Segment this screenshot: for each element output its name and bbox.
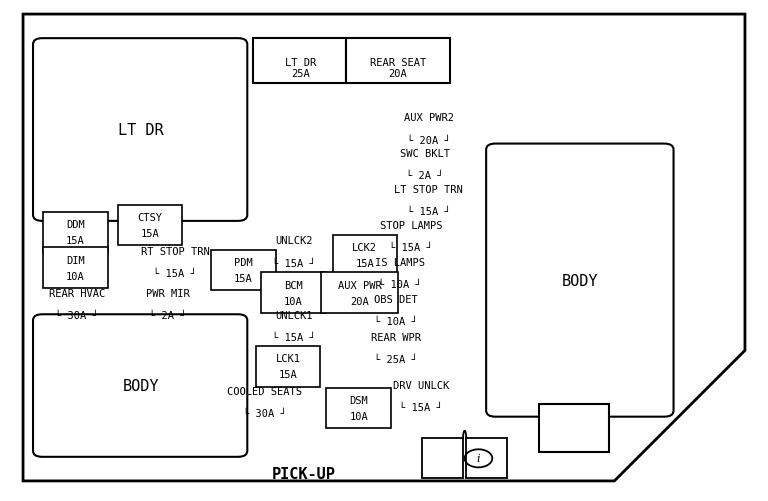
Text: LT STOP TRN: LT STOP TRN (394, 184, 463, 194)
Text: PDM: PDM (234, 258, 253, 268)
Text: └ 15A ┘: └ 15A ┘ (407, 206, 450, 216)
Text: PICK-UP: PICK-UP (271, 466, 336, 481)
Text: i: i (477, 453, 480, 463)
Text: └ 15A ┘: └ 15A ┘ (273, 333, 316, 343)
Text: LCK2: LCK2 (353, 242, 377, 253)
Text: └ 25A ┘: └ 25A ┘ (374, 354, 417, 364)
FancyBboxPatch shape (539, 404, 609, 452)
Text: 15A: 15A (279, 370, 297, 380)
Text: BCM: BCM (284, 280, 303, 290)
Text: └ 15A ┘: └ 15A ┘ (273, 258, 316, 268)
Text: IS LAMPS: IS LAMPS (375, 257, 425, 267)
Text: REAR SEAT: REAR SEAT (369, 58, 426, 68)
Text: └ 2A ┘: └ 2A ┘ (406, 170, 443, 180)
Text: └ 15A ┘: └ 15A ┘ (389, 243, 432, 253)
Text: DRV UNLCK: DRV UNLCK (392, 380, 449, 390)
Text: SWC BKLT: SWC BKLT (399, 148, 450, 158)
FancyBboxPatch shape (261, 273, 326, 314)
FancyBboxPatch shape (253, 39, 346, 84)
Text: 20A: 20A (389, 69, 407, 79)
Text: OBS DET: OBS DET (374, 295, 417, 305)
FancyBboxPatch shape (333, 235, 397, 276)
Text: COOLED SEATS: COOLED SEATS (227, 386, 303, 396)
Text: 15A: 15A (141, 228, 159, 238)
Text: └ 10A ┘: └ 10A ┘ (374, 317, 417, 327)
Text: └ 30A ┘: └ 30A ┘ (55, 310, 98, 320)
Text: CTSY: CTSY (137, 212, 162, 222)
Text: └ 10A ┘: └ 10A ┘ (379, 279, 422, 289)
Text: AUX PWR: AUX PWR (338, 280, 381, 290)
Text: └ 2A ┘: └ 2A ┘ (150, 310, 187, 320)
Text: DDM: DDM (66, 220, 84, 230)
Text: REAR HVAC: REAR HVAC (48, 288, 105, 298)
Text: AUX PWR2: AUX PWR2 (403, 113, 454, 123)
FancyBboxPatch shape (43, 212, 108, 253)
Text: └ 15A ┘: └ 15A ┘ (399, 402, 442, 412)
Text: 15A: 15A (66, 236, 84, 246)
Text: └ 15A ┘: └ 15A ┘ (154, 269, 197, 279)
FancyBboxPatch shape (346, 39, 450, 84)
Text: LCK1: LCK1 (276, 354, 300, 364)
Text: └ 30A ┘: └ 30A ┘ (243, 408, 286, 418)
Text: BODY: BODY (561, 273, 598, 288)
Text: RT STOP TRN: RT STOP TRN (141, 246, 210, 257)
FancyBboxPatch shape (486, 144, 674, 417)
Text: 15A: 15A (234, 274, 253, 284)
FancyBboxPatch shape (33, 39, 247, 221)
FancyBboxPatch shape (33, 315, 247, 457)
Text: LT DR: LT DR (285, 58, 316, 68)
Polygon shape (23, 15, 745, 481)
Text: 20A: 20A (350, 296, 369, 306)
Text: DIM: DIM (66, 255, 84, 265)
FancyBboxPatch shape (43, 247, 108, 288)
FancyBboxPatch shape (321, 273, 399, 314)
Text: └ 20A ┘: └ 20A ┘ (407, 135, 450, 145)
FancyBboxPatch shape (256, 347, 320, 387)
Text: 25A: 25A (291, 69, 310, 79)
Text: DSM: DSM (349, 395, 368, 405)
Text: LT DR: LT DR (118, 123, 164, 138)
Text: BODY: BODY (122, 378, 159, 393)
Text: REAR WPR: REAR WPR (370, 332, 421, 342)
FancyBboxPatch shape (118, 205, 182, 245)
Text: 10A: 10A (66, 271, 84, 281)
FancyBboxPatch shape (326, 388, 391, 428)
Text: PWR MIR: PWR MIR (147, 288, 190, 298)
Text: 10A: 10A (284, 296, 303, 306)
FancyBboxPatch shape (211, 250, 276, 291)
Text: 10A: 10A (349, 411, 368, 421)
Text: STOP LAMPS: STOP LAMPS (379, 221, 442, 231)
Text: UNLCK1: UNLCK1 (276, 311, 313, 321)
Text: UNLCK2: UNLCK2 (276, 236, 313, 246)
Text: 15A: 15A (356, 259, 374, 269)
